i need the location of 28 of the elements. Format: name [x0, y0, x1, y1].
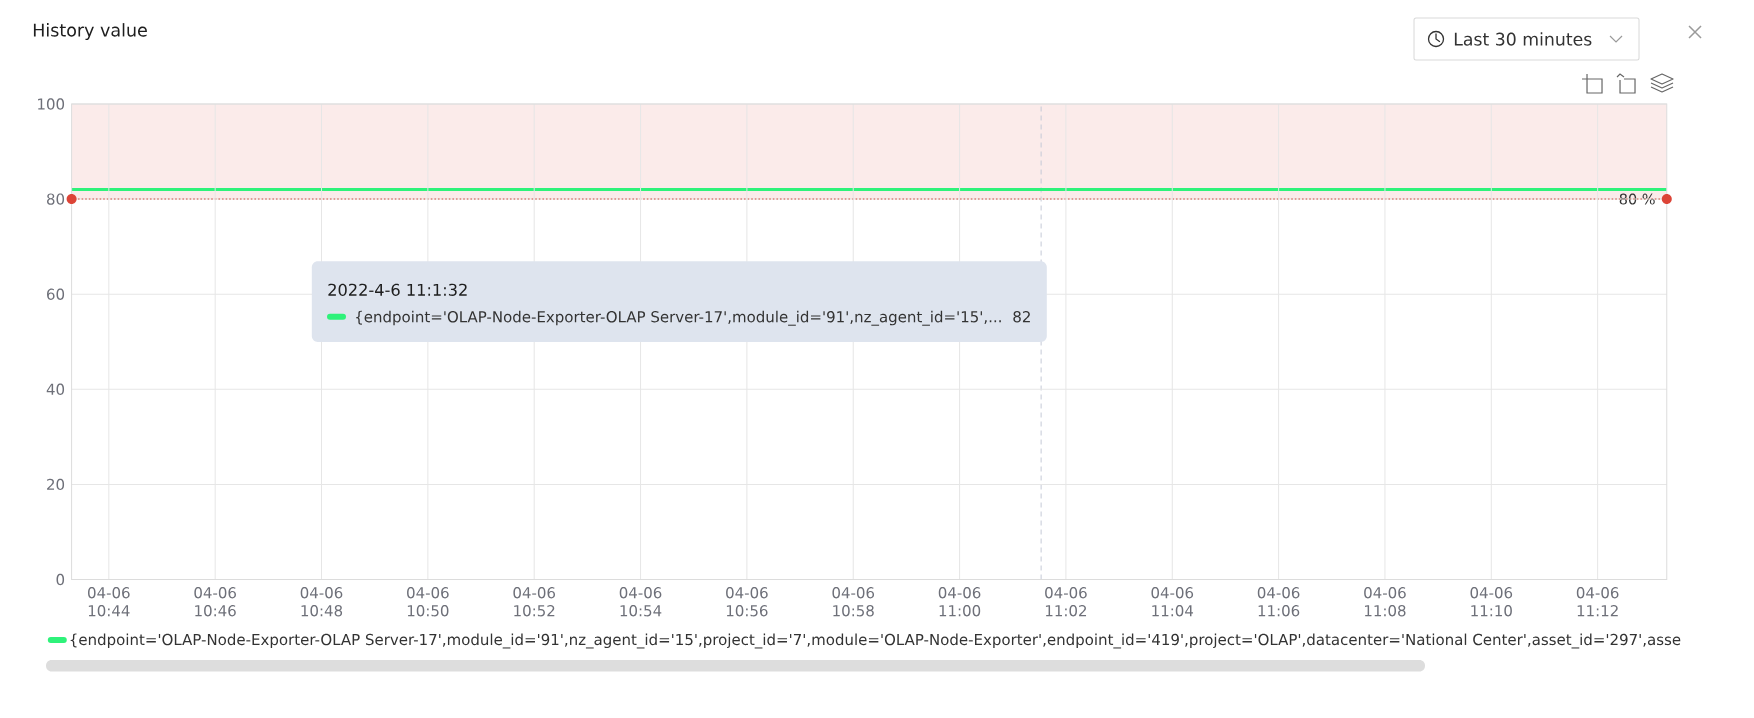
annotation: 82 — [1013, 311, 1030, 323]
legend-label: {endpoint='OLAP-Node-Exporter-OLAP Server-17',module_id='91',nz_agent_id='15',project_id='7',module='OLAP-Node-Exporter',endpoint_id='419',project='OLAP',datacenter='National Center',asset_id='297',asse — [70, 633, 1681, 649]
y-tick-label: 20 — [47, 478, 65, 491]
x-tick-label: 04-06 11:10 — [1470, 587, 1513, 617]
annotation: 2022-4-6 11:1:32 — [328, 283, 467, 296]
chart-title: History value — [33, 23, 147, 41]
x-tick-label: 04-06 10:54 — [619, 587, 662, 617]
y-tick-label: 100 — [38, 98, 65, 110]
x-tick-label: 04-06 11:00 — [938, 587, 981, 617]
x-tick-label: 04-06 11:12 — [1576, 587, 1619, 617]
annotation: {endpoint='OLAP-Node-Exporter-OLAP Server-17',module_id='91',nz_agent_id='15',... — [356, 310, 1001, 326]
x-tick-label: 04-06 10:50 — [407, 587, 449, 617]
x-tick-label: 04-06 11:02 — [1045, 587, 1087, 617]
x-tick-label: 04-06 10:46 — [194, 587, 236, 617]
x-tick-label: 04-06 11:08 — [1364, 587, 1406, 617]
x-tick-label: 04-06 11:04 — [1151, 587, 1194, 617]
y-tick-label: 40 — [46, 383, 65, 395]
y-tick-label: 0 — [56, 573, 65, 586]
x-tick-label: 04-06 10:52 — [513, 587, 556, 617]
x-tick-label: 04-06 10:44 — [88, 587, 130, 617]
x-tick-label: 04-06 10:48 — [300, 587, 343, 617]
ref-line-label: 80 % — [1619, 193, 1655, 205]
x-tick-label: 04-06 10:56 — [726, 587, 768, 617]
text: Last 30 minutes — [1454, 32, 1592, 46]
y-tick-label: 80 — [47, 193, 65, 205]
y-tick-label: 60 — [47, 288, 65, 300]
x-tick-label: 04-06 10:58 — [832, 587, 875, 617]
x-tick-label: 04-06 11:06 — [1257, 587, 1300, 617]
